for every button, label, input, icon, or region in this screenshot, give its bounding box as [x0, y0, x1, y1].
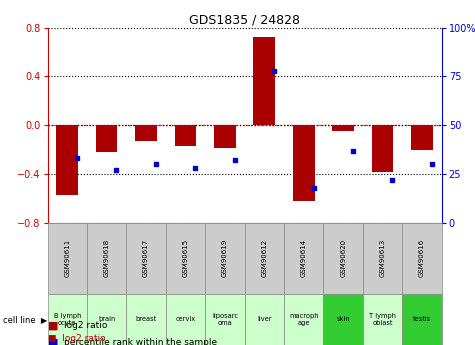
Text: GSM90620: GSM90620	[340, 239, 346, 277]
Text: log2 ratio: log2 ratio	[64, 321, 108, 330]
Bar	[293, 125, 314, 201]
Bar	[57, 125, 78, 195]
Bar	[245, 294, 284, 345]
Text: ■  log2 ratio: ■ log2 ratio	[48, 334, 105, 343]
Bar	[205, 223, 245, 294]
Text: skin: skin	[336, 316, 350, 322]
Bar	[87, 294, 126, 345]
Text: breast: breast	[135, 316, 157, 322]
Bar	[363, 223, 402, 294]
Bar	[254, 37, 275, 125]
Bar	[332, 125, 354, 131]
Text: percentile rank within the sample: percentile rank within the sample	[64, 338, 218, 345]
Bar	[87, 223, 126, 294]
Bar	[323, 294, 363, 345]
Bar	[96, 125, 117, 152]
Bar	[166, 294, 205, 345]
Bar	[126, 223, 166, 294]
Text: GSM90619: GSM90619	[222, 239, 228, 277]
Bar	[166, 223, 205, 294]
Bar	[175, 125, 196, 146]
Text: B lymph
ocyte: B lymph ocyte	[54, 313, 81, 326]
Bar	[363, 294, 402, 345]
Bar	[323, 223, 363, 294]
Text: GSM90612: GSM90612	[261, 239, 267, 277]
Bar	[126, 294, 166, 345]
Bar	[411, 125, 433, 150]
Bar	[284, 223, 323, 294]
Text: liposarc
oma: liposarc oma	[212, 313, 238, 326]
Bar	[372, 125, 393, 172]
Text: liver: liver	[257, 316, 272, 322]
Text: macroph
age: macroph age	[289, 313, 319, 326]
Bar	[402, 294, 442, 345]
Text: cell line  ▶: cell line ▶	[3, 315, 48, 324]
Title: GDS1835 / 24828: GDS1835 / 24828	[189, 13, 300, 27]
Text: GSM90614: GSM90614	[301, 239, 307, 277]
Bar	[205, 294, 245, 345]
Text: GSM90616: GSM90616	[419, 239, 425, 277]
Text: ■: ■	[48, 321, 58, 331]
Bar	[135, 125, 157, 141]
Text: testis: testis	[413, 316, 431, 322]
Text: brain: brain	[98, 316, 115, 322]
Bar	[48, 294, 87, 345]
Text: ■: ■	[48, 337, 58, 345]
Bar	[284, 294, 323, 345]
Text: GSM90611: GSM90611	[64, 239, 70, 277]
Bar	[245, 223, 284, 294]
Text: GSM90615: GSM90615	[182, 239, 189, 277]
Bar	[214, 125, 236, 148]
Bar	[48, 223, 87, 294]
Text: cervix: cervix	[175, 316, 196, 322]
Text: GSM90617: GSM90617	[143, 239, 149, 277]
Text: GSM90618: GSM90618	[104, 239, 110, 277]
Text: GSM90613: GSM90613	[380, 239, 386, 277]
Text: T lymph
oblast: T lymph oblast	[369, 313, 396, 326]
Bar	[402, 223, 442, 294]
